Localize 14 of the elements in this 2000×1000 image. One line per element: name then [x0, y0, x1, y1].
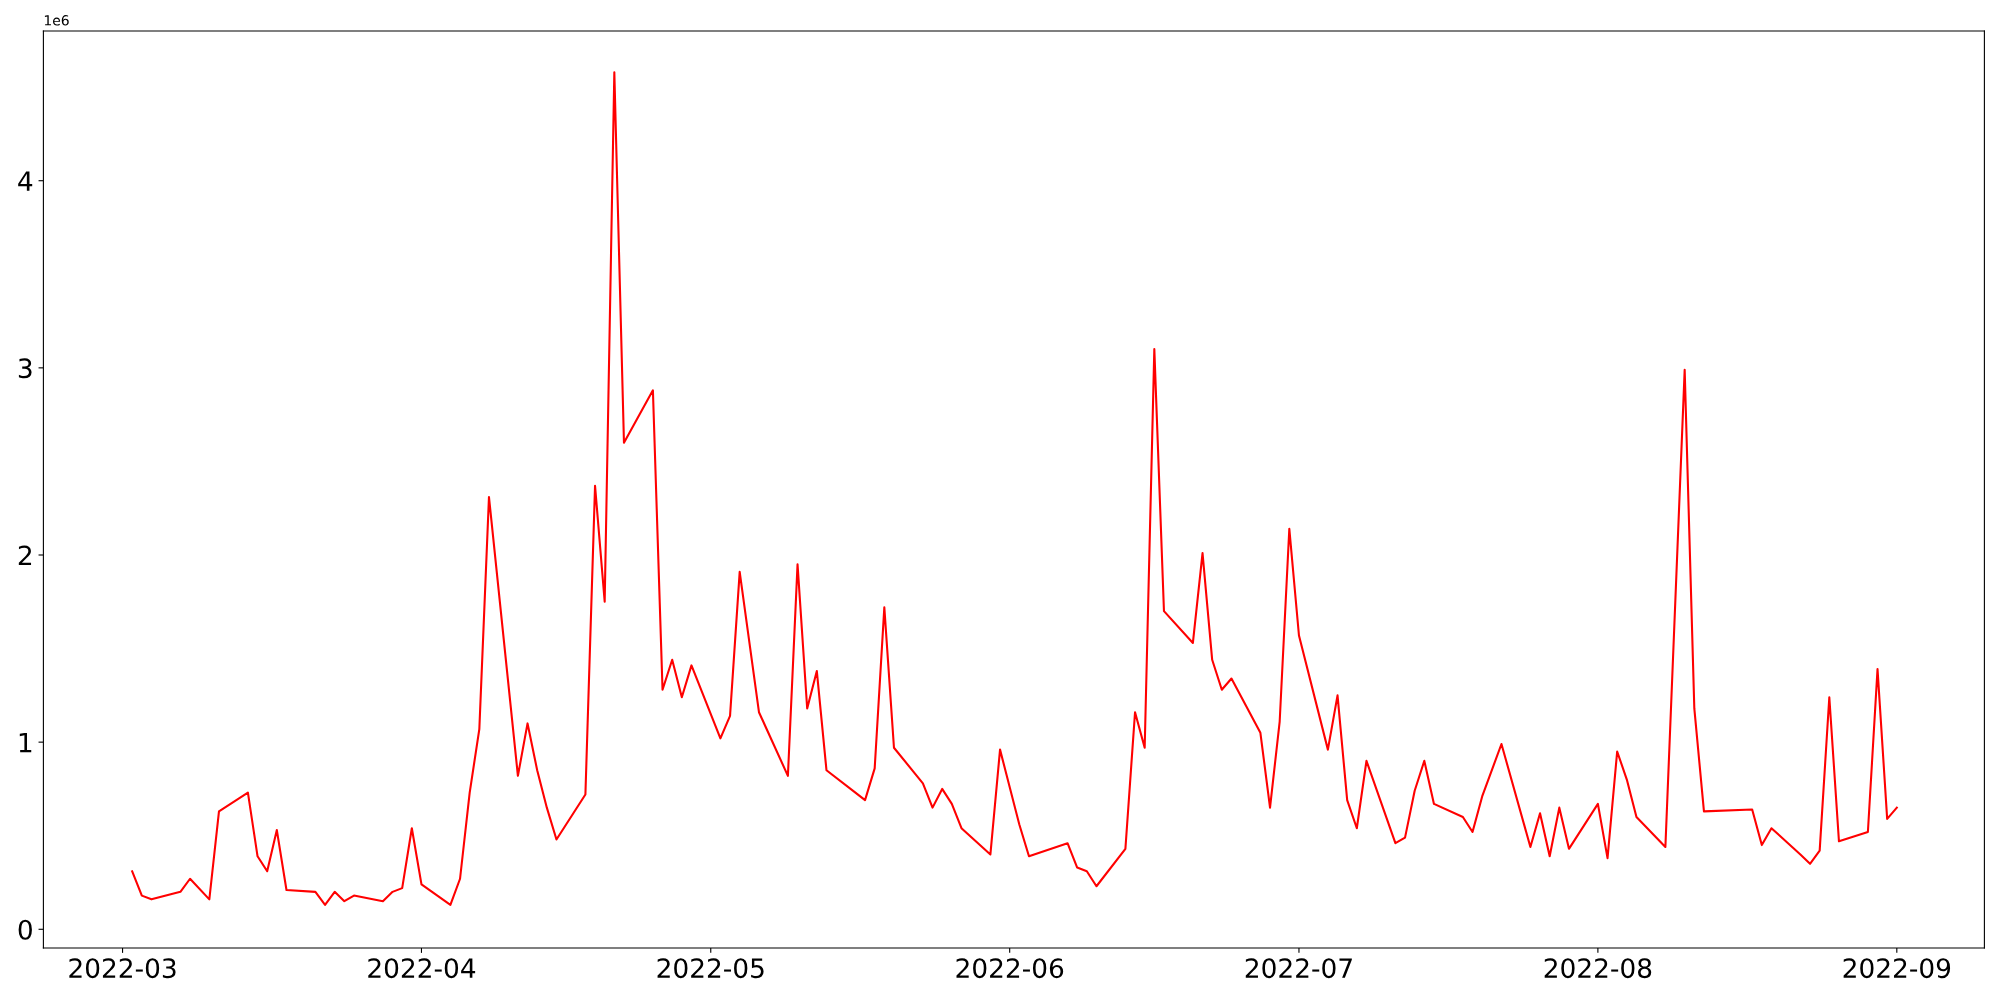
x-tick-label: 2022-07: [1245, 958, 1352, 979]
x-tick-label: 2022-05: [657, 958, 764, 979]
y-tick-label: 1: [19, 732, 32, 753]
x-tick-label: 2022-06: [956, 958, 1064, 979]
x-tick-label: 2022-09: [1843, 958, 1951, 979]
x-tick-label: 2022-03: [69, 958, 176, 979]
x-tick-label: 2022-04: [368, 958, 476, 979]
y-tick-label: 0: [18, 919, 32, 940]
text: 1e6: [44, 15, 69, 26]
line-series: [131, 71, 1898, 906]
x-tick-label: 2022-08: [1544, 958, 1652, 979]
y-tick-label: 3: [18, 358, 32, 379]
y-tick-label: 2: [18, 545, 32, 566]
y-tick-label: 4: [18, 171, 33, 191]
